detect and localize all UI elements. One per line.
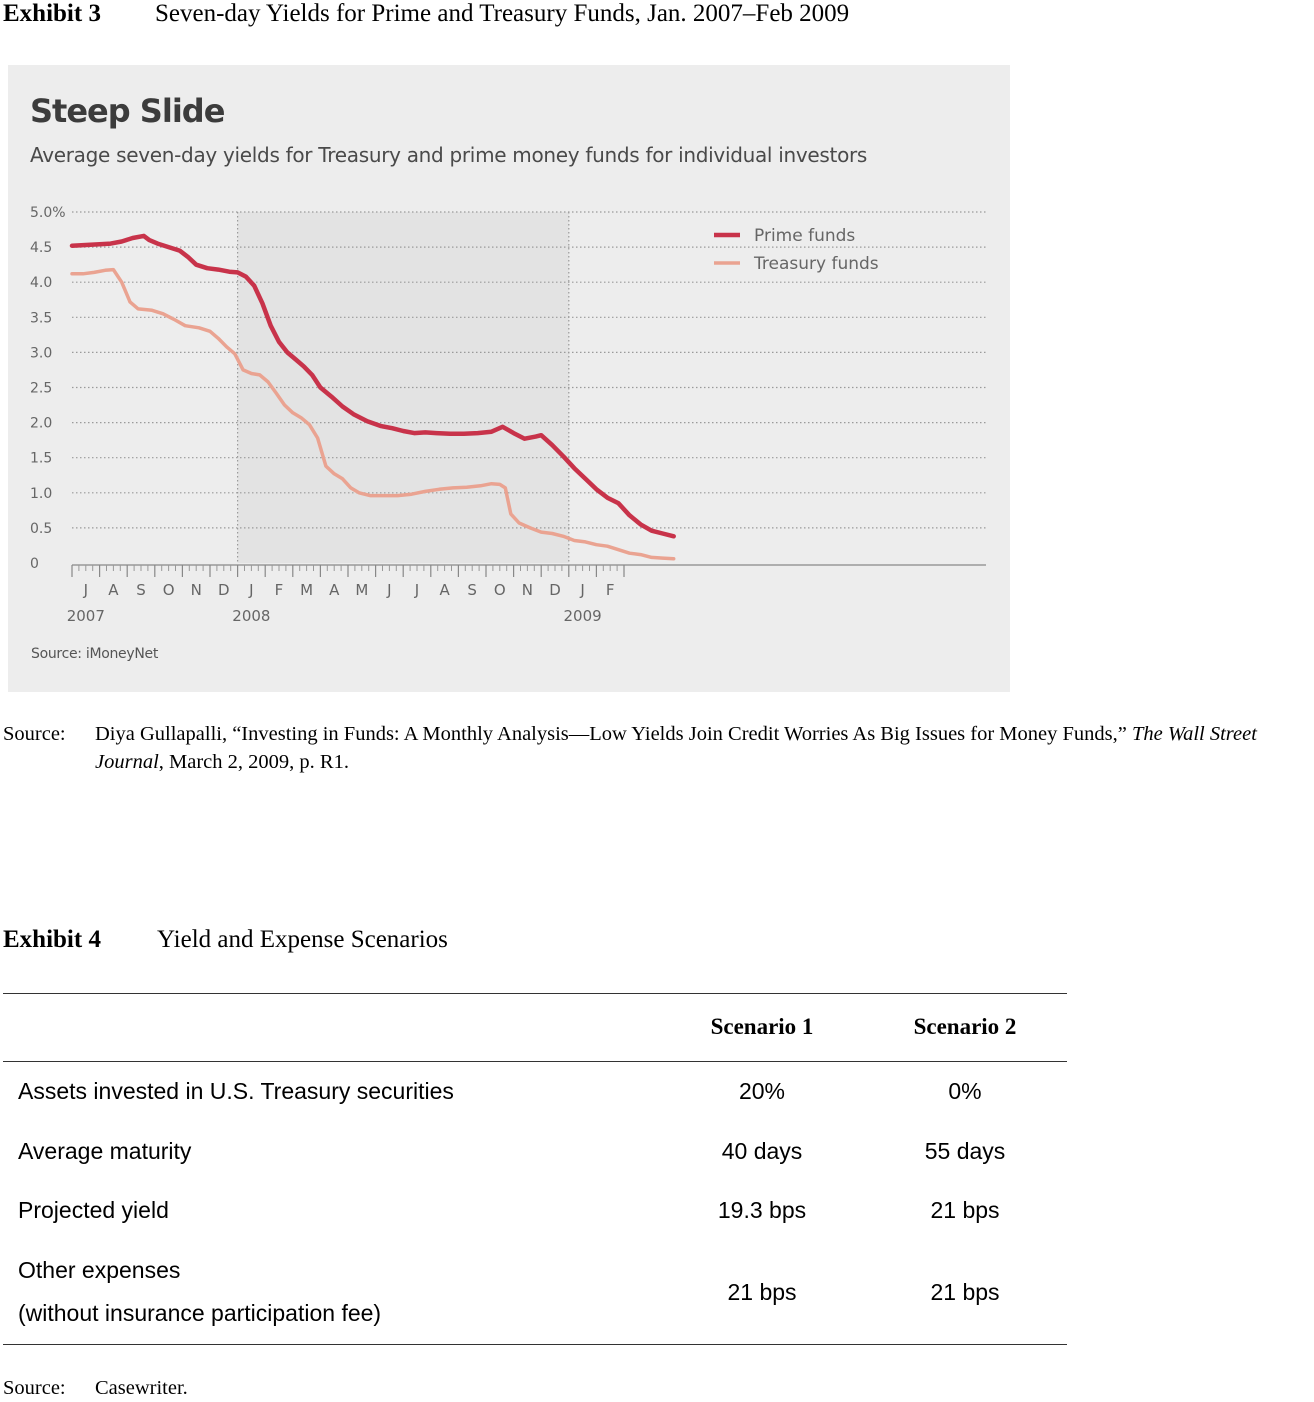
source-text-after: , March 2, 2009, p. R1. bbox=[158, 751, 349, 773]
x-year-label: 2008 bbox=[232, 607, 270, 625]
chart-source: Source: iMoneyNet bbox=[31, 646, 159, 662]
exhibit-4-source-text: Casewriter. bbox=[95, 1377, 188, 1399]
x-month-label: N bbox=[522, 581, 533, 599]
column-header-scenario-1: Scenario 1 bbox=[710, 1014, 814, 1039]
exhibit-4-title: Yield and Expense Scenarios bbox=[157, 926, 448, 953]
year-2008-band bbox=[237, 212, 569, 563]
row-label-projected-yield: Projected yield bbox=[18, 1197, 169, 1223]
y-tick-label: 4.0 bbox=[30, 275, 52, 291]
x-month-label: D bbox=[549, 581, 561, 599]
chart-subtitle: Average seven-day yields for Treasury an… bbox=[30, 143, 868, 167]
cell-s2-projected-yield: 21 bps bbox=[930, 1197, 1000, 1223]
x-month-label: S bbox=[467, 581, 477, 599]
series-line-prime-funds bbox=[69, 233, 676, 539]
y-tick-label: 1.5 bbox=[30, 451, 52, 467]
cell-s2-average-maturity: 55 days bbox=[924, 1138, 1006, 1164]
cell-s1-average-maturity: 40 days bbox=[721, 1138, 803, 1164]
x-month-label: J bbox=[83, 581, 88, 599]
x-month-label: S bbox=[136, 581, 146, 599]
source-publication: The Wall Street Journal bbox=[95, 723, 1257, 773]
x-month-label: J bbox=[248, 581, 253, 599]
x-month-label: O bbox=[163, 581, 175, 599]
x-month-label: F bbox=[275, 581, 284, 599]
row-label-other-expenses: Other expenses bbox=[18, 1257, 181, 1283]
x-month-label: D bbox=[218, 581, 230, 599]
x-year-label: 2007 bbox=[67, 607, 105, 625]
series-line-treasury-funds bbox=[70, 267, 676, 561]
x-month-label: O bbox=[494, 581, 506, 599]
y-tick-label: 3.5 bbox=[30, 310, 52, 326]
exhibit-3-source-text: Diya Gullapalli, “Investing in Funds: A … bbox=[95, 720, 1314, 776]
cell-s1-treasury-assets: 20% bbox=[738, 1078, 786, 1104]
row-label-treasury-assets: Assets invested in U.S. Treasury securit… bbox=[18, 1078, 454, 1104]
exhibit-4-source: Source: Casewriter. bbox=[3, 1374, 188, 1402]
x-month-label: A bbox=[108, 581, 119, 599]
cell-s1-other-expenses: 21 bps bbox=[727, 1279, 797, 1305]
x-month-label: J bbox=[386, 581, 391, 599]
x-month-label: A bbox=[329, 581, 340, 599]
x-month-label: N bbox=[191, 581, 202, 599]
exhibit-4-source-label: Source: bbox=[3, 1377, 66, 1399]
exhibit-3-source-label: Source: bbox=[3, 723, 66, 745]
y-tick-label: 3.0 bbox=[30, 345, 52, 361]
legend-label: Prime funds bbox=[754, 226, 855, 246]
x-month-label: M bbox=[300, 581, 313, 599]
y-tick-label: 4.5 bbox=[30, 240, 52, 256]
exhibit-3-title: Seven-day Yields for Prime and Treasury … bbox=[155, 0, 850, 27]
x-year-label: 2009 bbox=[564, 607, 602, 625]
table-top-rule bbox=[3, 993, 1067, 994]
y-tick-label: 0 bbox=[30, 556, 39, 572]
column-header-scenario-2: Scenario 2 bbox=[913, 1014, 1017, 1039]
cell-s1-projected-yield: 19.3 bps bbox=[717, 1197, 807, 1223]
y-tick-label: 1.0 bbox=[30, 486, 52, 502]
cell-s2-other-expenses: 21 bps bbox=[930, 1279, 1000, 1305]
chart-title: Steep Slide bbox=[30, 92, 225, 130]
source-text-before: Diya Gullapalli, “Investing in Funds: A … bbox=[95, 723, 1132, 745]
exhibit-3-number: Exhibit 3 bbox=[3, 0, 101, 27]
y-tick-label: 2.0 bbox=[30, 416, 52, 432]
chart-panel: Steep Slide Average seven-day yields for… bbox=[8, 65, 1010, 692]
x-month-label: A bbox=[439, 581, 450, 599]
x-month-label: J bbox=[579, 581, 584, 599]
yield-line-chart: 00.51.01.52.02.53.03.54.04.55.0%J A S O N D J F… bbox=[30, 205, 986, 625]
exhibit-3-heading: Exhibit 3 Seven-day Yields for Prime and … bbox=[3, 0, 849, 28]
x-month-label: M bbox=[355, 581, 368, 599]
row-label-other-expenses-note: (without insurance participation fee) bbox=[18, 1300, 382, 1326]
legend-label: Treasury funds bbox=[753, 254, 879, 274]
table-header-rule bbox=[3, 1061, 1067, 1062]
y-tick-label: 5.0% bbox=[30, 205, 66, 221]
table-bottom-rule bbox=[3, 1344, 1067, 1345]
exhibit-4-number: Exhibit 4 bbox=[3, 926, 101, 953]
x-month-label: J bbox=[414, 581, 419, 599]
y-tick-label: 2.5 bbox=[30, 381, 52, 397]
cell-s2-treasury-assets: 0% bbox=[948, 1078, 982, 1104]
y-tick-label: 0.5 bbox=[30, 521, 52, 537]
x-month-label: F bbox=[606, 581, 615, 599]
row-label-average-maturity: Average maturity bbox=[18, 1138, 192, 1164]
exhibit-4-heading: Exhibit 4 Yield and Expense Scenarios bbox=[3, 926, 448, 954]
